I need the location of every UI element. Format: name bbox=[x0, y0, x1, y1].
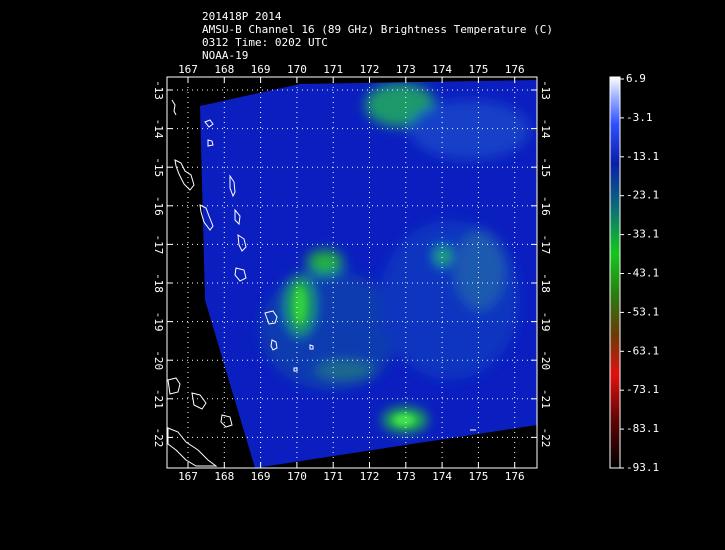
graticule: 167 167 168 168 169 169 170 170 171 171 172 172 173 1… bbox=[152, 63, 552, 483]
lon-label: 173 bbox=[396, 63, 416, 76]
lon-label: 174 bbox=[432, 470, 452, 483]
lon-label: 171 bbox=[323, 470, 343, 483]
lon-label: 172 bbox=[360, 63, 380, 76]
lat-label: -13 bbox=[152, 80, 165, 100]
lon-label: 171 bbox=[323, 63, 343, 76]
lat-label: -14 bbox=[152, 119, 165, 139]
lat-label: -18 bbox=[539, 273, 552, 293]
lat-label: -22 bbox=[539, 427, 552, 447]
colorbar-label: -73.1 bbox=[626, 383, 659, 396]
lat-label: -16 bbox=[539, 196, 552, 216]
lat-label: -15 bbox=[539, 157, 552, 177]
lon-label: 168 bbox=[214, 470, 234, 483]
lat-label: -21 bbox=[152, 389, 165, 409]
data-field bbox=[200, 80, 537, 468]
map-frame bbox=[166, 76, 538, 469]
colorbar-label: -83.1 bbox=[626, 422, 659, 435]
lon-label: 174 bbox=[432, 63, 452, 76]
lon-label: 172 bbox=[360, 470, 380, 483]
lon-label: 173 bbox=[396, 470, 416, 483]
lat-label: -16 bbox=[152, 196, 165, 216]
coastlines bbox=[167, 99, 476, 467]
header-line: 0312 Time: 0202 UTC bbox=[202, 36, 328, 49]
colorbar-label: -53.1 bbox=[626, 305, 659, 318]
colorbar-label: -33.1 bbox=[626, 228, 659, 241]
colorbar bbox=[609, 76, 621, 469]
lat-label: -19 bbox=[152, 312, 165, 332]
colorbar-label: -23.1 bbox=[626, 189, 659, 202]
colorbar-label: -43.1 bbox=[626, 267, 659, 280]
header-line: 201418P 2014 bbox=[202, 10, 282, 23]
lon-label: 170 bbox=[287, 63, 307, 76]
colorbar-label: -63.1 bbox=[626, 344, 659, 357]
lat-label: -19 bbox=[539, 312, 552, 332]
lon-label: 170 bbox=[287, 470, 307, 483]
lat-label: -17 bbox=[152, 234, 165, 254]
header-line: NOAA-19 bbox=[202, 49, 248, 62]
lat-label: -20 bbox=[152, 350, 165, 370]
lat-label: -20 bbox=[539, 350, 552, 370]
lon-label: 175 bbox=[468, 470, 488, 483]
lat-label: -15 bbox=[152, 157, 165, 177]
lon-label: 176 bbox=[505, 63, 525, 76]
colorbar-labels: 6.9 -3.1 -13.1 -23.1 -33.1 -43.1 -53.1 -63.1 -73… bbox=[620, 72, 659, 474]
lon-label: 169 bbox=[251, 470, 271, 483]
lat-label: -14 bbox=[539, 119, 552, 139]
lon-label: 176 bbox=[505, 470, 525, 483]
lat-label: -22 bbox=[152, 427, 165, 447]
colorbar-label: 6.9 bbox=[626, 72, 646, 85]
lon-label: 169 bbox=[251, 63, 271, 76]
lon-label: 168 bbox=[214, 63, 234, 76]
colorbar-label: -3.1 bbox=[626, 111, 653, 124]
colorbar-label: -93.1 bbox=[626, 461, 659, 474]
lon-label: 167 bbox=[178, 470, 198, 483]
lat-label: -18 bbox=[152, 273, 165, 293]
lon-label: 175 bbox=[468, 63, 488, 76]
colorbar-label: -13.1 bbox=[626, 150, 659, 163]
lat-label: -17 bbox=[539, 234, 552, 254]
lon-label: 167 bbox=[178, 63, 198, 76]
header-line: AMSU-B Channel 16 (89 GHz) Brightness Te… bbox=[202, 23, 553, 36]
lat-label: -13 bbox=[539, 80, 552, 100]
lat-label: -21 bbox=[539, 389, 552, 409]
